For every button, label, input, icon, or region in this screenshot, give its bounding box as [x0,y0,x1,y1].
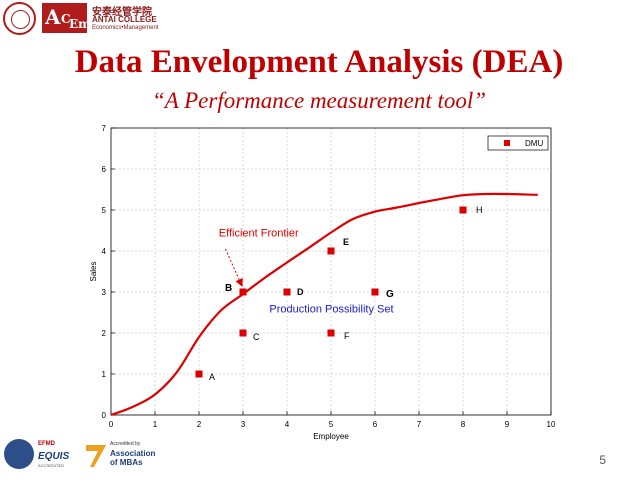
legend-label: DMU [525,139,543,148]
x-tick-label: 5 [329,420,334,429]
page-number: 5 [599,453,606,467]
dmu-point [327,247,335,255]
amba-logo-text: Accredited by Association of MBAs [110,440,170,467]
acem-logo-icon: A C Em [42,3,91,33]
dmu-point [327,329,335,337]
x-tick-label: 7 [417,420,422,429]
x-tick-label: 9 [505,420,510,429]
college-subtitle: Economics•Management [92,25,159,31]
y-tick-label: 3 [102,288,107,297]
accreditation-logos: EFMD EQUIS ACCREDITED Accredited by Asso… [4,437,164,477]
amba-small-text: Accredited by [110,441,141,447]
x-tick-label: 2 [197,420,202,429]
x-tick-label: 4 [285,420,290,429]
dmu-point [195,370,203,378]
dmu-point [239,329,247,337]
legend-marker [504,140,510,146]
dmu-point [239,288,247,296]
x-tick-label: 6 [373,420,378,429]
x-tick-label: 10 [547,420,556,429]
y-tick-label: 5 [102,206,107,215]
x-axis-label: Employee [313,432,349,441]
dmu-point [283,288,291,296]
annotation-arrow [224,248,243,287]
efficient-frontier-curve [110,192,538,417]
dmu-point-label: G [386,289,394,300]
y-tick-label: 2 [102,329,107,338]
dmu-point [371,288,379,296]
slide-title: Data Envelopment Analysis (DEA) [74,44,564,80]
university-seal-icon [3,2,36,35]
dmu-point [459,206,467,214]
dmu-point-label: B [225,283,232,294]
amba-line1: Association [110,449,156,458]
x-tick-label: 3 [241,420,246,429]
dmu-point-label: C [253,332,260,342]
y-tick-label: 1 [102,370,107,379]
equis-top-label: EFMD [38,441,55,447]
college-logo: A C Em 安泰经管学院 ANTAI COLLEGE Economics•Ma… [0,0,190,38]
production-possibility-annotation: Production Possibility Set [269,304,393,316]
dmu-point-label: A [209,372,215,382]
y-tick-label: 6 [102,165,107,174]
x-tick-label: 0 [109,420,114,429]
x-tick-label: 1 [153,420,158,429]
efficient-frontier-annotation: Efficient Frontier [219,228,299,240]
equis-note: ACCREDITED [38,463,65,468]
aacsb-logo-icon [4,439,34,469]
dmu-point-label: D [297,287,304,297]
x-tick-label: 8 [461,420,466,429]
equis-name: EQUIS [38,451,70,462]
slide-subtitle: “A Performance measurement tool” [151,88,487,113]
equis-logo: EFMD EQUIS ACCREDITED [38,441,78,471]
amba-logo-icon [86,445,106,467]
y-tick-label: 0 [102,411,107,420]
amba-line2: of MBAs [110,458,143,467]
dmu-point-label: F [344,331,350,341]
y-axis-label: Sales [89,261,98,281]
dmu-point-label: E [343,237,349,247]
y-tick-label: 4 [102,247,107,256]
legend-box [487,135,549,151]
college-name-english: ANTAI COLLEGE [92,15,157,24]
dmu-point-label: H [476,205,483,215]
y-tick-label: 7 [102,124,107,133]
college-name-chinese: 安泰经管学院 [92,7,152,18]
